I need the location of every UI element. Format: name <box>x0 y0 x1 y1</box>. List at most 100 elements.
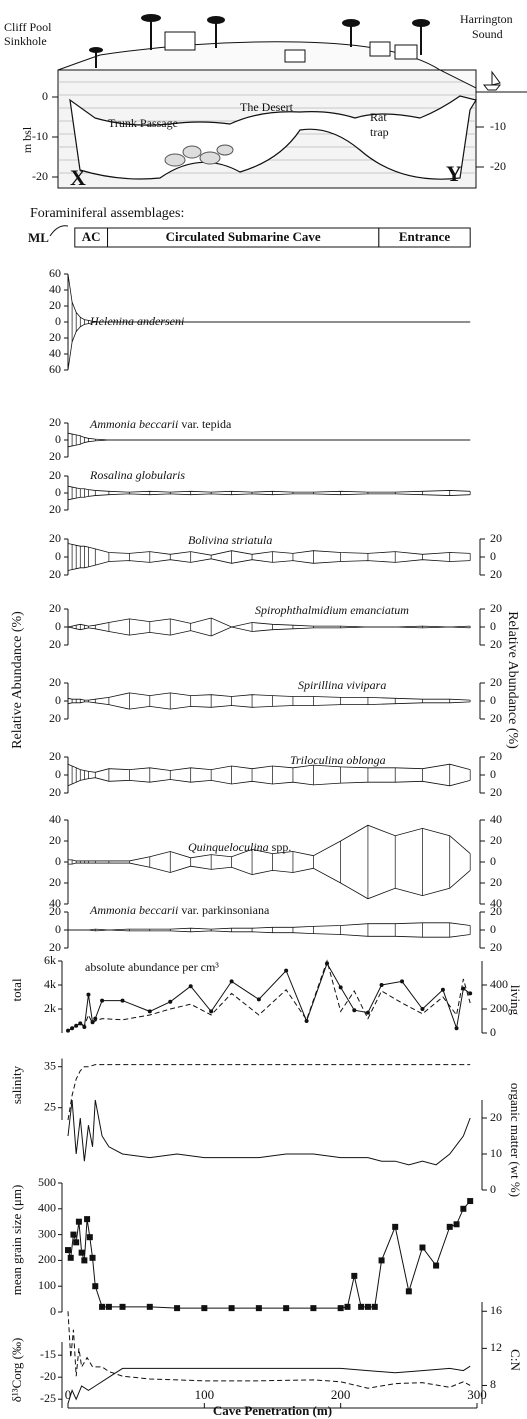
marker <box>228 1305 235 1312</box>
series-line <box>67 1311 471 1389</box>
arrow <box>49 225 69 237</box>
marker <box>344 1303 351 1310</box>
y-tick-label: -20 <box>40 1369 56 1383</box>
species-label: Bolivina striatula <box>188 533 272 547</box>
axis-label: m bsl <box>20 126 34 153</box>
y-tick-label: 300 <box>38 1226 56 1240</box>
y-tick-label: 20 <box>49 567 61 581</box>
marker <box>67 1254 74 1261</box>
kite-upper-edge <box>67 692 471 701</box>
marker <box>92 1283 99 1290</box>
marker <box>283 1305 290 1312</box>
species-name: Ammonia beccarii <box>89 417 178 431</box>
marker <box>440 987 445 992</box>
y2-tick-label: 40 <box>490 896 502 910</box>
y-tick-label: 20 <box>49 875 61 889</box>
species-label: Triloculina oblonga <box>290 753 386 767</box>
zone-label: Circulated Submarine Cave <box>166 229 321 244</box>
marker <box>99 1303 106 1310</box>
y-tick-label: 20 <box>49 637 61 651</box>
label: Sinkhole <box>4 34 47 48</box>
y2-tick-label: 12 <box>490 1340 502 1354</box>
marker <box>405 1288 412 1295</box>
marker <box>86 992 91 997</box>
y-tick-label: 500 <box>38 1175 56 1189</box>
y-tick-label: 20 <box>49 749 61 763</box>
kite-lower-edge <box>67 626 471 637</box>
label: Trunk Passage <box>108 116 178 130</box>
y2-axis-label: organic matter (wt %) <box>508 1083 523 1197</box>
species-name: Spirillina vivipara <box>298 678 386 692</box>
boulders <box>164 144 234 167</box>
species-label: Ammonia beccarii var. tepida <box>89 417 232 431</box>
species-qualifier: spp. <box>269 840 292 854</box>
species-label: Spirillina vivipara <box>298 678 386 692</box>
y-tick-label: 4k <box>44 977 56 991</box>
depth-tick-label: -20 <box>490 159 506 173</box>
y-tick-label: 0 <box>55 693 61 707</box>
marker <box>188 984 193 989</box>
marker <box>378 1257 385 1264</box>
y-tick-label: 0 <box>55 922 61 936</box>
y-tick-label: 20 <box>49 940 61 954</box>
marker <box>75 1218 82 1225</box>
y-tick-label: 20 <box>49 330 61 344</box>
y-tick-label: 0 <box>55 619 61 633</box>
y2-axis-label: C:N <box>508 1349 523 1371</box>
species-name: Bolivina striatula <box>188 533 272 547</box>
y-tick-label: 20 <box>49 468 61 482</box>
marker <box>310 1305 317 1312</box>
depth-tick-label: -10 <box>32 129 48 143</box>
kite-lower-edge <box>67 439 471 448</box>
marker <box>337 1305 344 1312</box>
y2-tick-label: 20 <box>490 1110 502 1124</box>
marker <box>365 1010 370 1015</box>
y-tick-label: 35 <box>44 1058 56 1072</box>
zone-label: Entrance <box>399 229 451 244</box>
marker <box>201 1305 208 1312</box>
y-tick-label: 20 <box>49 531 61 545</box>
kite-lower-edge <box>67 777 471 787</box>
marker <box>73 1239 80 1246</box>
species-name: Triloculina oblonga <box>290 753 386 767</box>
series-line <box>67 1064 471 1121</box>
kite-lower-edge <box>67 493 471 501</box>
y2-tick-label: 20 <box>490 749 502 763</box>
label: Harrington <box>460 12 513 26</box>
y2-tick-label: 0 <box>490 1182 496 1196</box>
marker <box>82 1025 87 1029</box>
y-tick-label: 20 <box>49 415 61 429</box>
label: The Desert <box>240 100 294 114</box>
marker <box>78 1249 85 1256</box>
marker <box>100 998 105 1003</box>
y-tick-label: 0 <box>55 314 61 328</box>
marker <box>351 1272 358 1279</box>
boat <box>482 70 502 91</box>
y-tick-label: 20 <box>49 298 61 312</box>
marker <box>93 1016 98 1021</box>
y2-tick-label: 16 <box>490 1303 502 1317</box>
label: ML <box>28 230 49 245</box>
y2-tick-label: 0 <box>490 693 496 707</box>
series-line <box>67 1099 471 1166</box>
y2-tick-label: 400 <box>490 977 508 991</box>
y-tick-label: 40 <box>49 896 61 910</box>
marker <box>419 1244 426 1251</box>
marker <box>304 1019 309 1023</box>
y-tick-label: 20 <box>49 833 61 847</box>
kite-lower-edge <box>68 862 471 900</box>
y-tick-label: 2k <box>44 1001 56 1015</box>
y2-tick-label: 20 <box>490 940 502 954</box>
y2-tick-label: 20 <box>490 904 502 918</box>
y-axis-label: salinity <box>9 1065 24 1104</box>
marker <box>379 983 384 987</box>
species-name: Spirophthalmidium emanciatum <box>255 603 409 617</box>
y-axis-label: δ¹³Corg (‰) <box>9 1338 24 1403</box>
label: Rat <box>370 110 387 124</box>
marker <box>284 968 289 973</box>
marker <box>65 1247 71 1254</box>
kite-upper-edge <box>67 485 471 493</box>
y-axis-label: mean grain size (μm) <box>9 1185 24 1296</box>
y-tick-label: 100 <box>38 1278 56 1292</box>
y2-tick-label: 20 <box>490 875 502 889</box>
